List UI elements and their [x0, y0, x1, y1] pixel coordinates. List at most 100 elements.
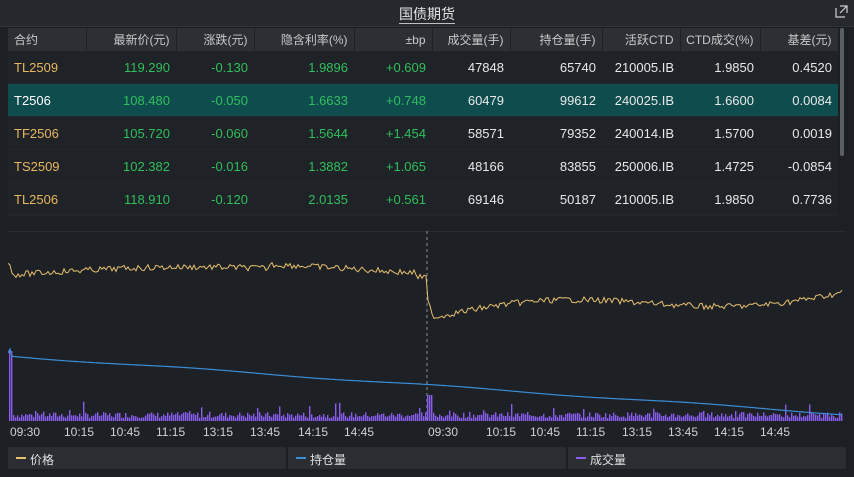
- volume-bar: [495, 412, 497, 421]
- volume-bar: [401, 415, 403, 421]
- volume-bar: [633, 416, 635, 421]
- volume-bar: [611, 416, 613, 421]
- volume-bar: [723, 416, 725, 421]
- futures-table-container: 合约 最新价(元) 涨跌(元) 隐含利率(%) ±bp 成交量(手) 持仓量(手) 活跃CTD…: [8, 28, 839, 216]
- legend-volume[interactable]: 成交量: [568, 447, 846, 469]
- volume-bar: [469, 412, 471, 421]
- volume-bar: [649, 413, 651, 421]
- volume-bar: [339, 402, 341, 421]
- volume-bar: [41, 413, 43, 421]
- column-header[interactable]: 最新价(元): [86, 28, 177, 51]
- table-cell: 58571: [432, 116, 510, 150]
- table-row[interactable]: TL2506 118.910 -0.120 2.0135 +0.561 69146 5018…: [8, 182, 838, 216]
- volume-bar: [275, 413, 277, 421]
- volume-bar: [485, 412, 487, 421]
- volume-bar: [177, 412, 179, 421]
- table-row[interactable]: TF2506 105.720 -0.060 1.5644 +1.454 58571 7935…: [8, 116, 838, 150]
- table-cell: 65740: [510, 51, 602, 84]
- volume-bar: [691, 415, 693, 421]
- table-cell: 60479: [432, 83, 510, 117]
- volume-bar: [383, 413, 385, 421]
- volume-bar: [453, 412, 455, 421]
- volume-bar: [169, 415, 171, 421]
- column-header[interactable]: 合约: [8, 28, 87, 51]
- table-row[interactable]: T2506 108.480 -0.050 1.6633 +0.748 60479 99612…: [8, 83, 838, 117]
- column-header[interactable]: 持仓量(手): [510, 28, 603, 51]
- volume-bar: [481, 414, 483, 421]
- volume-bar: [81, 416, 83, 421]
- volume-bar: [705, 417, 707, 421]
- volume-bar: [161, 416, 163, 421]
- volume-bar: [181, 413, 183, 421]
- volume-bar: [21, 414, 23, 421]
- x-tick-label: 13:15: [622, 425, 653, 439]
- column-header[interactable]: 隐含利率(%): [254, 28, 355, 51]
- title-bar: 国债期货: [0, 0, 854, 27]
- volume-bar: [387, 416, 389, 421]
- volume-bar: [173, 415, 175, 421]
- legend-open-interest[interactable]: 持仓量: [288, 447, 566, 469]
- volume-bar: [623, 416, 625, 421]
- volume-bar: [325, 417, 327, 421]
- legend-oi-label: 持仓量: [310, 453, 347, 467]
- volume-bar: [57, 416, 59, 421]
- volume-bar: [53, 412, 55, 421]
- volume-bar: [539, 416, 541, 421]
- table-row[interactable]: TS2509 102.382 -0.016 1.3882 +1.065 48166 8385…: [8, 149, 838, 183]
- volume-bar: [13, 415, 15, 421]
- volume-bar: [593, 417, 595, 421]
- volume-bar: [455, 413, 457, 421]
- volume-bar: [369, 417, 371, 421]
- column-header[interactable]: 活跃CTD: [602, 28, 681, 51]
- volume-bar: [441, 415, 443, 421]
- volume-bar: [79, 413, 81, 421]
- volume-bar: [397, 413, 399, 421]
- volume-bar: [419, 407, 421, 421]
- volume-bar: [119, 413, 121, 421]
- volume-bar: [31, 414, 33, 421]
- popout-icon[interactable]: [835, 5, 848, 18]
- volume-bar: [381, 413, 383, 421]
- volume-bar: [707, 413, 709, 421]
- column-header[interactable]: ±bp: [354, 28, 433, 51]
- table-cell: TL2509: [8, 51, 86, 84]
- volume-bar: [735, 411, 737, 421]
- table-cell: 50187: [510, 182, 602, 216]
- volume-bar: [479, 415, 481, 421]
- column-header[interactable]: 基差(元): [760, 28, 839, 51]
- volume-bar: [807, 415, 809, 421]
- volume-bar: [289, 414, 291, 421]
- volume-bar: [631, 412, 633, 421]
- volume-bar: [107, 415, 109, 421]
- volume-bar: [105, 412, 107, 421]
- volume-bar: [395, 416, 397, 421]
- volume-bar: [259, 412, 261, 421]
- legend-price[interactable]: 价格: [8, 447, 286, 469]
- table-scrollbar[interactable]: [840, 28, 844, 156]
- volume-bar: [273, 414, 275, 421]
- volume-bar: [125, 413, 127, 421]
- column-header[interactable]: 成交量(手): [432, 28, 511, 51]
- table-row[interactable]: TL2509 119.290 -0.130 1.9896 +0.609 47848 6574…: [8, 51, 838, 84]
- table-cell: 99612: [510, 83, 602, 117]
- volume-bar: [265, 413, 267, 421]
- volume-bar: [835, 417, 837, 421]
- volume-bar: [651, 417, 653, 421]
- volume-bar: [645, 414, 647, 421]
- volume-bar: [367, 415, 369, 421]
- volume-bar: [531, 415, 533, 421]
- volume-bar: [635, 413, 637, 421]
- table-cell: 47848: [432, 51, 510, 84]
- volume-bar: [751, 413, 753, 421]
- volume-bar: [139, 417, 141, 421]
- column-header[interactable]: 涨跌(元): [176, 28, 255, 51]
- volume-bar: [451, 416, 453, 421]
- volume-bar: [773, 413, 775, 421]
- volume-bar: [117, 412, 119, 421]
- volume-bar: [175, 413, 177, 421]
- volume-bar: [637, 415, 639, 421]
- volume-bar: [183, 412, 185, 421]
- column-header[interactable]: CTD成交(%): [680, 28, 761, 51]
- volume-bar: [9, 351, 11, 421]
- volume-bar: [59, 415, 61, 421]
